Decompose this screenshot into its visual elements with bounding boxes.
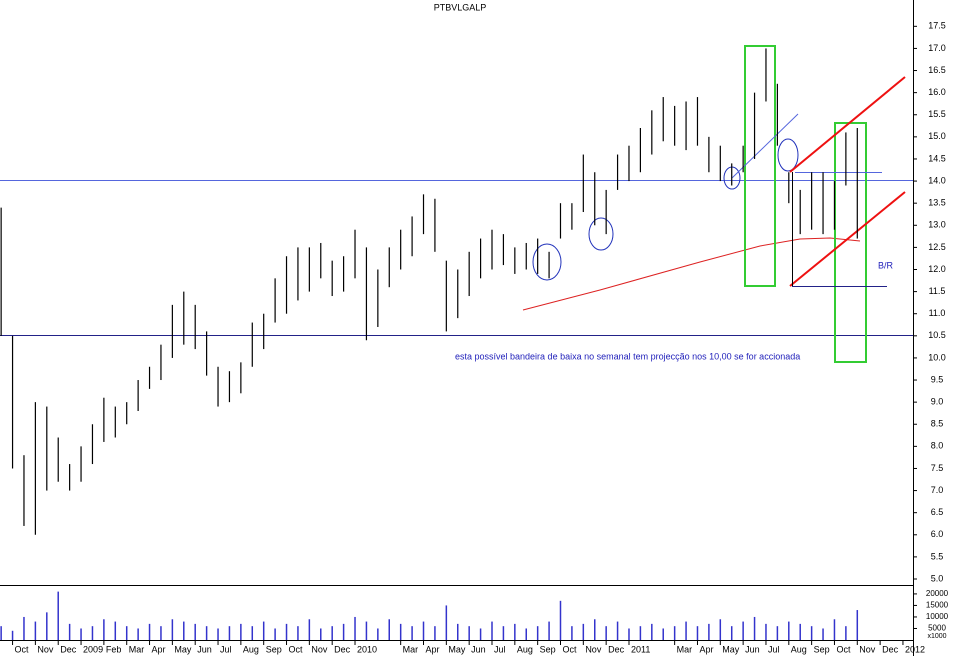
x-tick-label: Nov: [585, 644, 602, 654]
x-tick-label: May: [722, 644, 740, 654]
x-tick-label: Apr: [699, 644, 713, 654]
x-tick-label: Nov: [37, 644, 54, 654]
x-tick-label: Oct: [562, 644, 577, 654]
volume-tick-label: 20000: [926, 589, 949, 598]
y-tick-label: 10.0: [928, 352, 946, 362]
volume-tick-label: 5000: [928, 624, 946, 633]
x-tick-label: Mar: [129, 644, 145, 654]
y-tick-label: 13.0: [928, 220, 946, 230]
volume-tick-label: 10000: [926, 612, 949, 621]
y-tick-label: 9.5: [931, 374, 944, 384]
y-tick-label: 9.0: [931, 397, 944, 407]
y-tick-label: 15.5: [928, 109, 946, 119]
annotation: B/R: [878, 260, 894, 270]
x-tick-label: Oct: [836, 644, 851, 654]
x-tick-label: 2009: [83, 644, 103, 654]
x-tick-label: Dec: [334, 644, 351, 654]
x-tick-label: Jun: [471, 644, 486, 654]
x-tick-label: Jul: [768, 644, 780, 654]
x-tick-label: Apr: [152, 644, 166, 654]
x-tick-label: Apr: [426, 644, 440, 654]
x-tick-label: May: [448, 644, 466, 654]
x-tick-label: Jun: [197, 644, 212, 654]
y-tick-label: 11.0: [929, 308, 946, 318]
x-tick-label: Jul: [220, 644, 232, 654]
x-tick-label: Jul: [494, 644, 506, 654]
x-tick-label: Sep: [540, 644, 556, 654]
annotation: esta possível bandeira de baixa no seman…: [455, 351, 800, 361]
ellipse: [532, 243, 562, 281]
ellipse: [588, 217, 614, 251]
x-tick-label: Nov: [311, 644, 328, 654]
x-tick-label: Nov: [859, 644, 876, 654]
channel-line: [789, 76, 906, 173]
x-tick-label: May: [174, 644, 192, 654]
x-tick-label: Sep: [814, 644, 830, 654]
y-tick-label: 13.5: [928, 198, 946, 208]
x-tick-label: Dec: [60, 644, 77, 654]
y-tick-label: 8.0: [931, 441, 944, 451]
y-tick-label: 5.5: [931, 551, 944, 561]
x-tick-label: Oct: [15, 644, 30, 654]
y-tick-label: 7.0: [931, 485, 944, 495]
y-tick-label: 17.0: [928, 43, 946, 53]
x-tick-label: Dec: [882, 644, 899, 654]
x-tick-label: Mar: [677, 644, 693, 654]
x-tick-label: Feb: [106, 644, 122, 654]
x-tick-label: Sep: [266, 644, 282, 654]
y-tick-label: 12.0: [928, 264, 946, 274]
drawings: [0, 45, 913, 363]
y-tick-label: 6.5: [931, 507, 944, 517]
ellipse: [777, 138, 799, 172]
channel-line: [789, 191, 906, 287]
x-tick-label: Dec: [608, 644, 625, 654]
volume-unit: x1000: [927, 633, 946, 640]
x-tick-label: Aug: [791, 644, 807, 654]
y-tick-label: 6.0: [931, 529, 944, 539]
y-tick-label: 10.5: [928, 330, 946, 340]
x-tick-label: Aug: [243, 644, 259, 654]
chart-title: PTBVLGALP: [434, 2, 487, 12]
y-tick-label: 16.5: [928, 65, 946, 75]
y-tick-label: 15.0: [928, 131, 946, 141]
y-tick-label: 14.0: [928, 175, 946, 185]
y-tick-label: 5.0: [931, 573, 944, 583]
x-tick-label: Mar: [403, 644, 419, 654]
y-tick-label: 16.0: [928, 87, 946, 97]
x-tick-label: 2011: [631, 644, 650, 654]
y-tick-label: 14.5: [928, 153, 946, 163]
x-tick-label: 2012: [905, 644, 925, 654]
x-tick-label: Jun: [745, 644, 760, 654]
x-tick-label: Oct: [289, 644, 304, 654]
y-tick-label: 12.5: [928, 242, 946, 252]
moving-average: [522, 237, 861, 311]
volume-tick-label: 15000: [926, 601, 949, 610]
y-tick-label: 7.5: [931, 463, 944, 473]
y-tick-label: 8.5: [931, 419, 944, 429]
y-tick-label: 17.5: [928, 21, 946, 31]
x-tick-label: 2010: [357, 644, 377, 654]
y-tick-label: 11.5: [929, 286, 946, 296]
x-tick-label: Aug: [517, 644, 533, 654]
